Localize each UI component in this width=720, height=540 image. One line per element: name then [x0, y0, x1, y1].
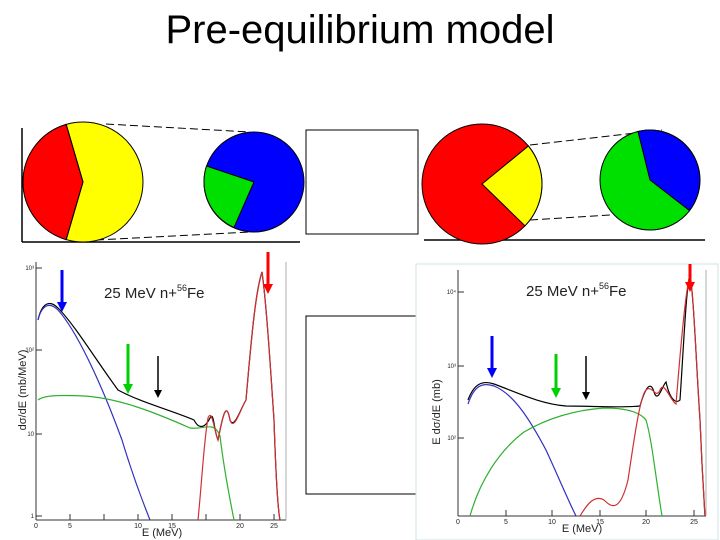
x-tick-label: 0	[34, 523, 38, 530]
green-arrow-head	[123, 384, 133, 394]
zoom-line-bottom	[95, 231, 251, 241]
left-pie-panel	[21, 121, 305, 243]
x-tick-label: 25	[270, 523, 278, 530]
svg-text:25 MeV n+56Fe: 25 MeV n+56Fe	[526, 281, 627, 300]
right-pie-panel	[421, 123, 705, 245]
y-tick-label: 10³	[447, 364, 456, 370]
red-arrow-head	[263, 284, 273, 294]
y-tick-label: 10²	[447, 436, 456, 442]
x-tick-label: 0	[456, 519, 460, 526]
blue-arrow-head	[57, 302, 67, 312]
large-pie-chart-red-yellow	[421, 123, 543, 245]
x-axis-label: E (MeV)	[142, 527, 182, 539]
green-curve	[37, 394, 235, 521]
zoom-line-top	[105, 123, 251, 133]
plot-title-element: Fe	[609, 283, 627, 300]
x-tick-label: 10	[134, 523, 142, 530]
red-curve	[197, 271, 281, 521]
y-tick-label: 10⁴	[447, 289, 457, 296]
plot-title-mass: 56	[599, 281, 609, 291]
y-axis-label: E dσ/dE (mb)	[431, 379, 443, 444]
red-arrow-head	[685, 282, 695, 292]
blank-box-bottom	[305, 315, 427, 495]
plot-title-element: Fe	[187, 285, 205, 302]
x-tick-label: 15	[596, 519, 604, 526]
svg-text:25 MeV n+56Fe: 25 MeV n+56Fe	[104, 283, 205, 302]
blue-curve	[37, 304, 151, 521]
x-tick-label: 20	[236, 523, 244, 530]
plot-title: 25 MeV n+	[104, 285, 177, 302]
x-tick-label: 10	[548, 519, 556, 526]
blank-box-top	[305, 129, 419, 235]
x-tick-label: 5	[68, 523, 72, 530]
x-axis-label: E (MeV)	[562, 523, 602, 535]
slide-title: Pre-equilibrium model	[165, 8, 555, 52]
green-arrow-head	[551, 388, 561, 398]
y-axis-label: dσ/dE (mb/MeV)	[17, 350, 29, 431]
x-tick-label: 20	[642, 519, 650, 526]
left-spectrum-plot: 25 MeV n+56Fe dσ/dE (mb/MeV) E (MeV) 0 5…	[17, 252, 287, 539]
y-tick-label: 10³	[25, 266, 34, 272]
green-curve	[469, 407, 663, 517]
black-arrow-head	[154, 390, 162, 398]
blue-arrow-head	[487, 368, 497, 378]
plot-title-mass: 56	[177, 283, 187, 293]
plot-title: 25 MeV n+	[526, 283, 599, 300]
right-spectrum-plot: 25 MeV n+56Fe E dσ/dE (mb) E (MeV) 0 5 1…	[415, 263, 719, 540]
red-curve	[579, 273, 706, 517]
x-tick-label: 15	[168, 523, 176, 530]
y-tick-label: 10	[27, 432, 34, 438]
x-tick-label: 5	[504, 519, 508, 526]
x-tick-label: 25	[690, 519, 698, 526]
small-pie-chart-blue-green	[203, 131, 305, 233]
large-pie-chart-red-yellow	[22, 121, 144, 243]
small-pie-chart-green-blue	[599, 129, 701, 231]
y-tick-label: 10²	[25, 348, 34, 354]
y-tick-label: 1	[31, 514, 35, 520]
black-arrow-head	[582, 392, 590, 400]
blue-curve	[467, 383, 577, 517]
